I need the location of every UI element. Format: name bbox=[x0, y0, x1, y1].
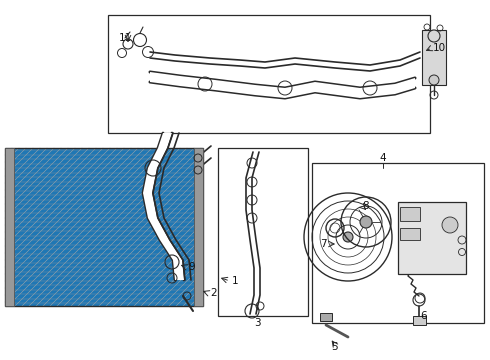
Bar bbox=[400, 207, 420, 221]
Polygon shape bbox=[143, 133, 184, 280]
Text: 9: 9 bbox=[188, 262, 195, 272]
Circle shape bbox=[360, 216, 372, 228]
Circle shape bbox=[428, 30, 440, 42]
Bar bbox=[400, 228, 420, 240]
Text: 7: 7 bbox=[320, 239, 327, 249]
Text: 1: 1 bbox=[232, 276, 239, 286]
Bar bbox=[5, 148, 203, 306]
Text: 11: 11 bbox=[119, 33, 132, 43]
Text: 6: 6 bbox=[420, 311, 427, 321]
Text: 10: 10 bbox=[433, 43, 446, 53]
Bar bbox=[5, 148, 203, 306]
Text: 3: 3 bbox=[254, 318, 260, 328]
Text: 5: 5 bbox=[332, 342, 338, 352]
Bar bbox=[312, 163, 484, 323]
Bar bbox=[398, 202, 466, 274]
Text: 2: 2 bbox=[210, 288, 217, 298]
Bar bbox=[320, 313, 332, 321]
Bar bbox=[194, 148, 203, 306]
Text: 4: 4 bbox=[380, 153, 386, 163]
Bar bbox=[108, 15, 430, 133]
Circle shape bbox=[343, 232, 353, 242]
Circle shape bbox=[442, 217, 458, 233]
Circle shape bbox=[429, 75, 439, 85]
Bar bbox=[5, 148, 203, 306]
Bar bbox=[413, 316, 426, 325]
Polygon shape bbox=[150, 72, 415, 98]
Text: 8: 8 bbox=[362, 201, 368, 211]
Bar bbox=[5, 148, 14, 306]
Bar bbox=[218, 148, 308, 316]
Bar bbox=[422, 30, 446, 85]
